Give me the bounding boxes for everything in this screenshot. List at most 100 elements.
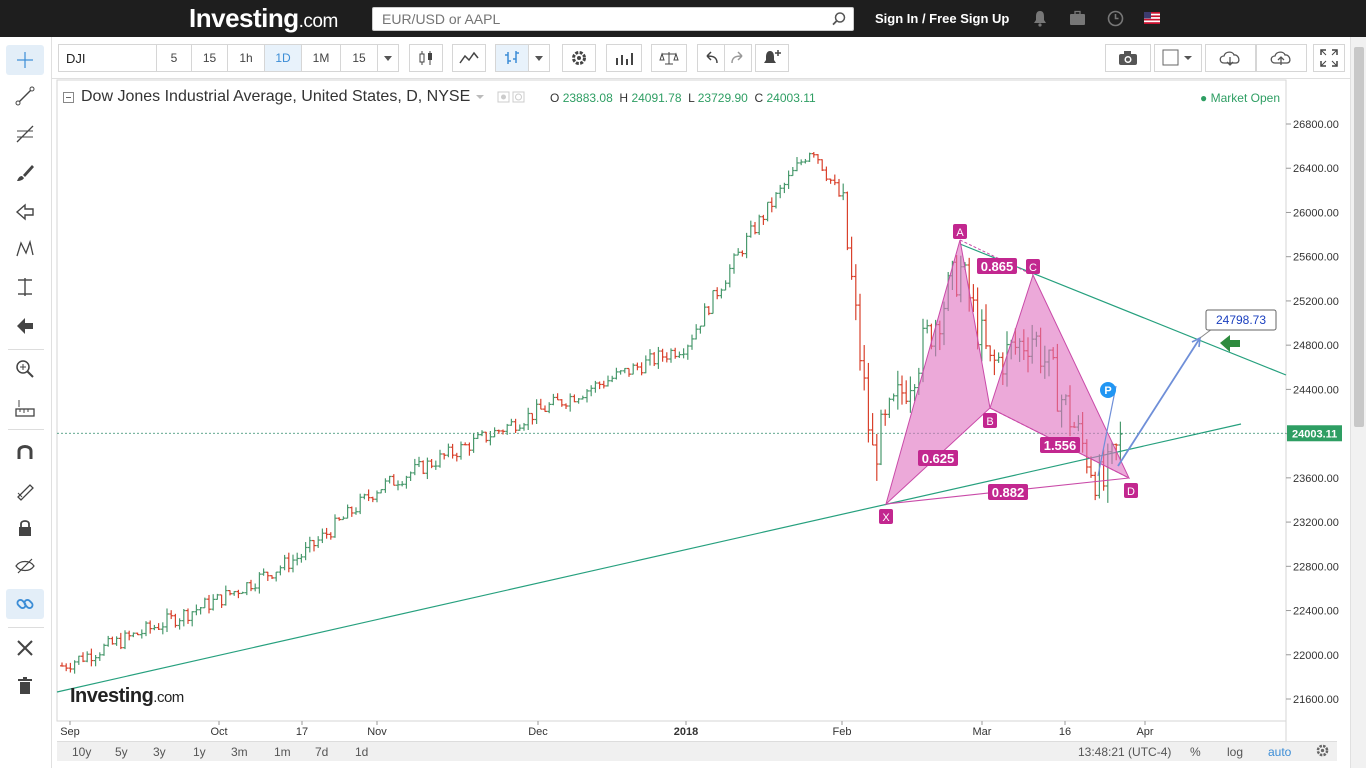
ohlc-bar xyxy=(904,380,909,405)
us-flag-icon[interactable] xyxy=(1144,12,1160,27)
page-scrollbar[interactable] xyxy=(1350,37,1366,768)
arrow-marker-icon[interactable] xyxy=(6,197,44,227)
ohlc-bar xyxy=(358,493,363,515)
search-icon[interactable] xyxy=(831,11,847,30)
pattern-ratio-label: 0.882 xyxy=(992,485,1025,500)
percent-toggle[interactable]: % xyxy=(1190,745,1201,759)
collapse-toggle-icon[interactable] xyxy=(63,91,74,103)
magnet-icon[interactable] xyxy=(6,437,44,467)
range-1y[interactable]: 1y xyxy=(193,745,206,759)
crosshair-icon[interactable] xyxy=(6,45,44,75)
lock-icon[interactable] xyxy=(6,513,44,543)
log-toggle[interactable]: log xyxy=(1227,745,1244,759)
clock-icon[interactable] xyxy=(1107,10,1124,30)
instrument-title[interactable]: Dow Jones Industrial Average, United Sta… xyxy=(81,88,471,105)
range-5y[interactable]: 5y xyxy=(115,745,128,759)
range-1d[interactable]: 1d xyxy=(355,745,369,759)
ohlc-bar xyxy=(106,635,111,647)
ohlc-bar xyxy=(564,403,568,409)
ohlc-bar xyxy=(702,303,707,327)
investing-watermark: Investing.com xyxy=(70,685,184,707)
style-dropdown[interactable] xyxy=(528,44,550,72)
ohlc-bar xyxy=(1047,349,1051,377)
ohlc-bar xyxy=(135,632,140,636)
chart-legend[interactable]: Dow Jones Industrial Average, United Sta… xyxy=(63,88,527,106)
drawings-layer[interactable] xyxy=(56,239,1287,693)
interval-15[interactable]: 15 xyxy=(191,44,228,72)
trash-icon[interactable] xyxy=(6,671,44,701)
bell-icon[interactable] xyxy=(1032,10,1048,30)
link-icon[interactable] xyxy=(6,589,44,619)
ohlc-bar xyxy=(593,380,598,393)
hide-drawings-icon[interactable] xyxy=(6,551,44,581)
studies-button[interactable] xyxy=(606,44,642,72)
layout-button[interactable] xyxy=(1154,44,1202,72)
portfolio-icon[interactable] xyxy=(1069,10,1086,30)
range-7d[interactable]: 7d xyxy=(315,745,329,759)
bar-style-button[interactable] xyxy=(495,44,529,72)
range-10y[interactable]: 10y xyxy=(72,745,92,759)
support-trend-line[interactable] xyxy=(56,423,1242,693)
x-tick-label: Feb xyxy=(833,726,852,738)
cloud-save-button[interactable] xyxy=(1256,44,1307,72)
visibility-icons[interactable] xyxy=(497,91,527,103)
tools-icon[interactable] xyxy=(6,633,44,663)
cloud-load-button[interactable] xyxy=(1205,44,1256,72)
pattern-ratio-box xyxy=(977,258,1017,274)
target-price-box xyxy=(1205,309,1277,331)
ohlc-bar xyxy=(1101,449,1106,491)
last-price-label: 24003.11 xyxy=(1292,428,1337,440)
scrollbar-thumb[interactable] xyxy=(1354,47,1364,427)
pattern-xab[interactable] xyxy=(885,239,991,506)
time-axis[interactable]: Sep Oct 17 Nov Dec 2018 Feb Mar 16 Apr xyxy=(60,721,1154,738)
interval-custom[interactable]: 15 xyxy=(340,44,378,72)
range-3y[interactable]: 3y xyxy=(153,745,166,759)
snapshot-button[interactable] xyxy=(1105,44,1151,72)
pattern-bcd[interactable] xyxy=(989,273,1131,480)
interval-5[interactable]: 5 xyxy=(156,44,192,72)
chart-toolbar: 5 15 1h 1D 1M 15 xyxy=(52,37,1366,79)
brush-icon[interactable] xyxy=(6,158,44,188)
ohlc-bar xyxy=(316,536,321,548)
pattern-icon[interactable] xyxy=(6,234,44,264)
gear-icon[interactable] xyxy=(1315,743,1330,761)
fibonacci-icon[interactable] xyxy=(6,119,44,149)
redo-button[interactable] xyxy=(724,44,752,72)
ohlc-bar xyxy=(114,636,119,646)
back-arrow-icon[interactable] xyxy=(6,311,44,341)
trend-line-icon[interactable] xyxy=(6,81,44,111)
investing-logo[interactable]: Investing.com xyxy=(189,3,338,33)
site-search-box[interactable] xyxy=(372,7,854,31)
auto-toggle[interactable]: auto xyxy=(1268,745,1292,759)
chevron-down-icon[interactable] xyxy=(475,93,485,101)
ohlc-bar xyxy=(1059,394,1064,428)
interval-1h[interactable]: 1h xyxy=(227,44,265,72)
candle-style-button[interactable] xyxy=(409,44,443,72)
signin-link[interactable]: Sign In / Free Sign Up xyxy=(875,11,1010,26)
compare-button[interactable] xyxy=(651,44,687,72)
interval-1m[interactable]: 1M xyxy=(301,44,341,72)
ohlc-bar xyxy=(72,660,77,674)
resistance-trend-line[interactable] xyxy=(959,243,1287,376)
undo-button[interactable] xyxy=(697,44,725,72)
alert-button[interactable] xyxy=(755,44,789,72)
settings-button[interactable] xyxy=(562,44,596,72)
ohlc-bar xyxy=(778,184,783,199)
pattern-point-c xyxy=(1026,259,1040,274)
site-search-input[interactable] xyxy=(373,8,813,30)
symbol-input[interactable] xyxy=(58,44,158,72)
range-1m[interactable]: 1m xyxy=(274,745,291,759)
stay-drawing-icon[interactable] xyxy=(6,475,44,505)
interval-dropdown[interactable] xyxy=(377,44,399,72)
interval-1d[interactable]: 1D xyxy=(264,44,302,72)
fullscreen-button[interactable] xyxy=(1313,44,1345,72)
indicators-button[interactable] xyxy=(452,44,486,72)
price-axis[interactable]: 21600.00 22000.00 22400.00 22800.00 23200.00… xyxy=(1286,119,1342,706)
range-3m[interactable]: 3m xyxy=(231,745,248,759)
pattern-point-d xyxy=(1124,483,1138,498)
measure-ruler-icon[interactable] xyxy=(6,393,44,423)
measure-icon[interactable] xyxy=(6,272,44,302)
projection-arrow[interactable] xyxy=(1117,337,1201,467)
zoom-in-icon[interactable] xyxy=(6,354,44,384)
